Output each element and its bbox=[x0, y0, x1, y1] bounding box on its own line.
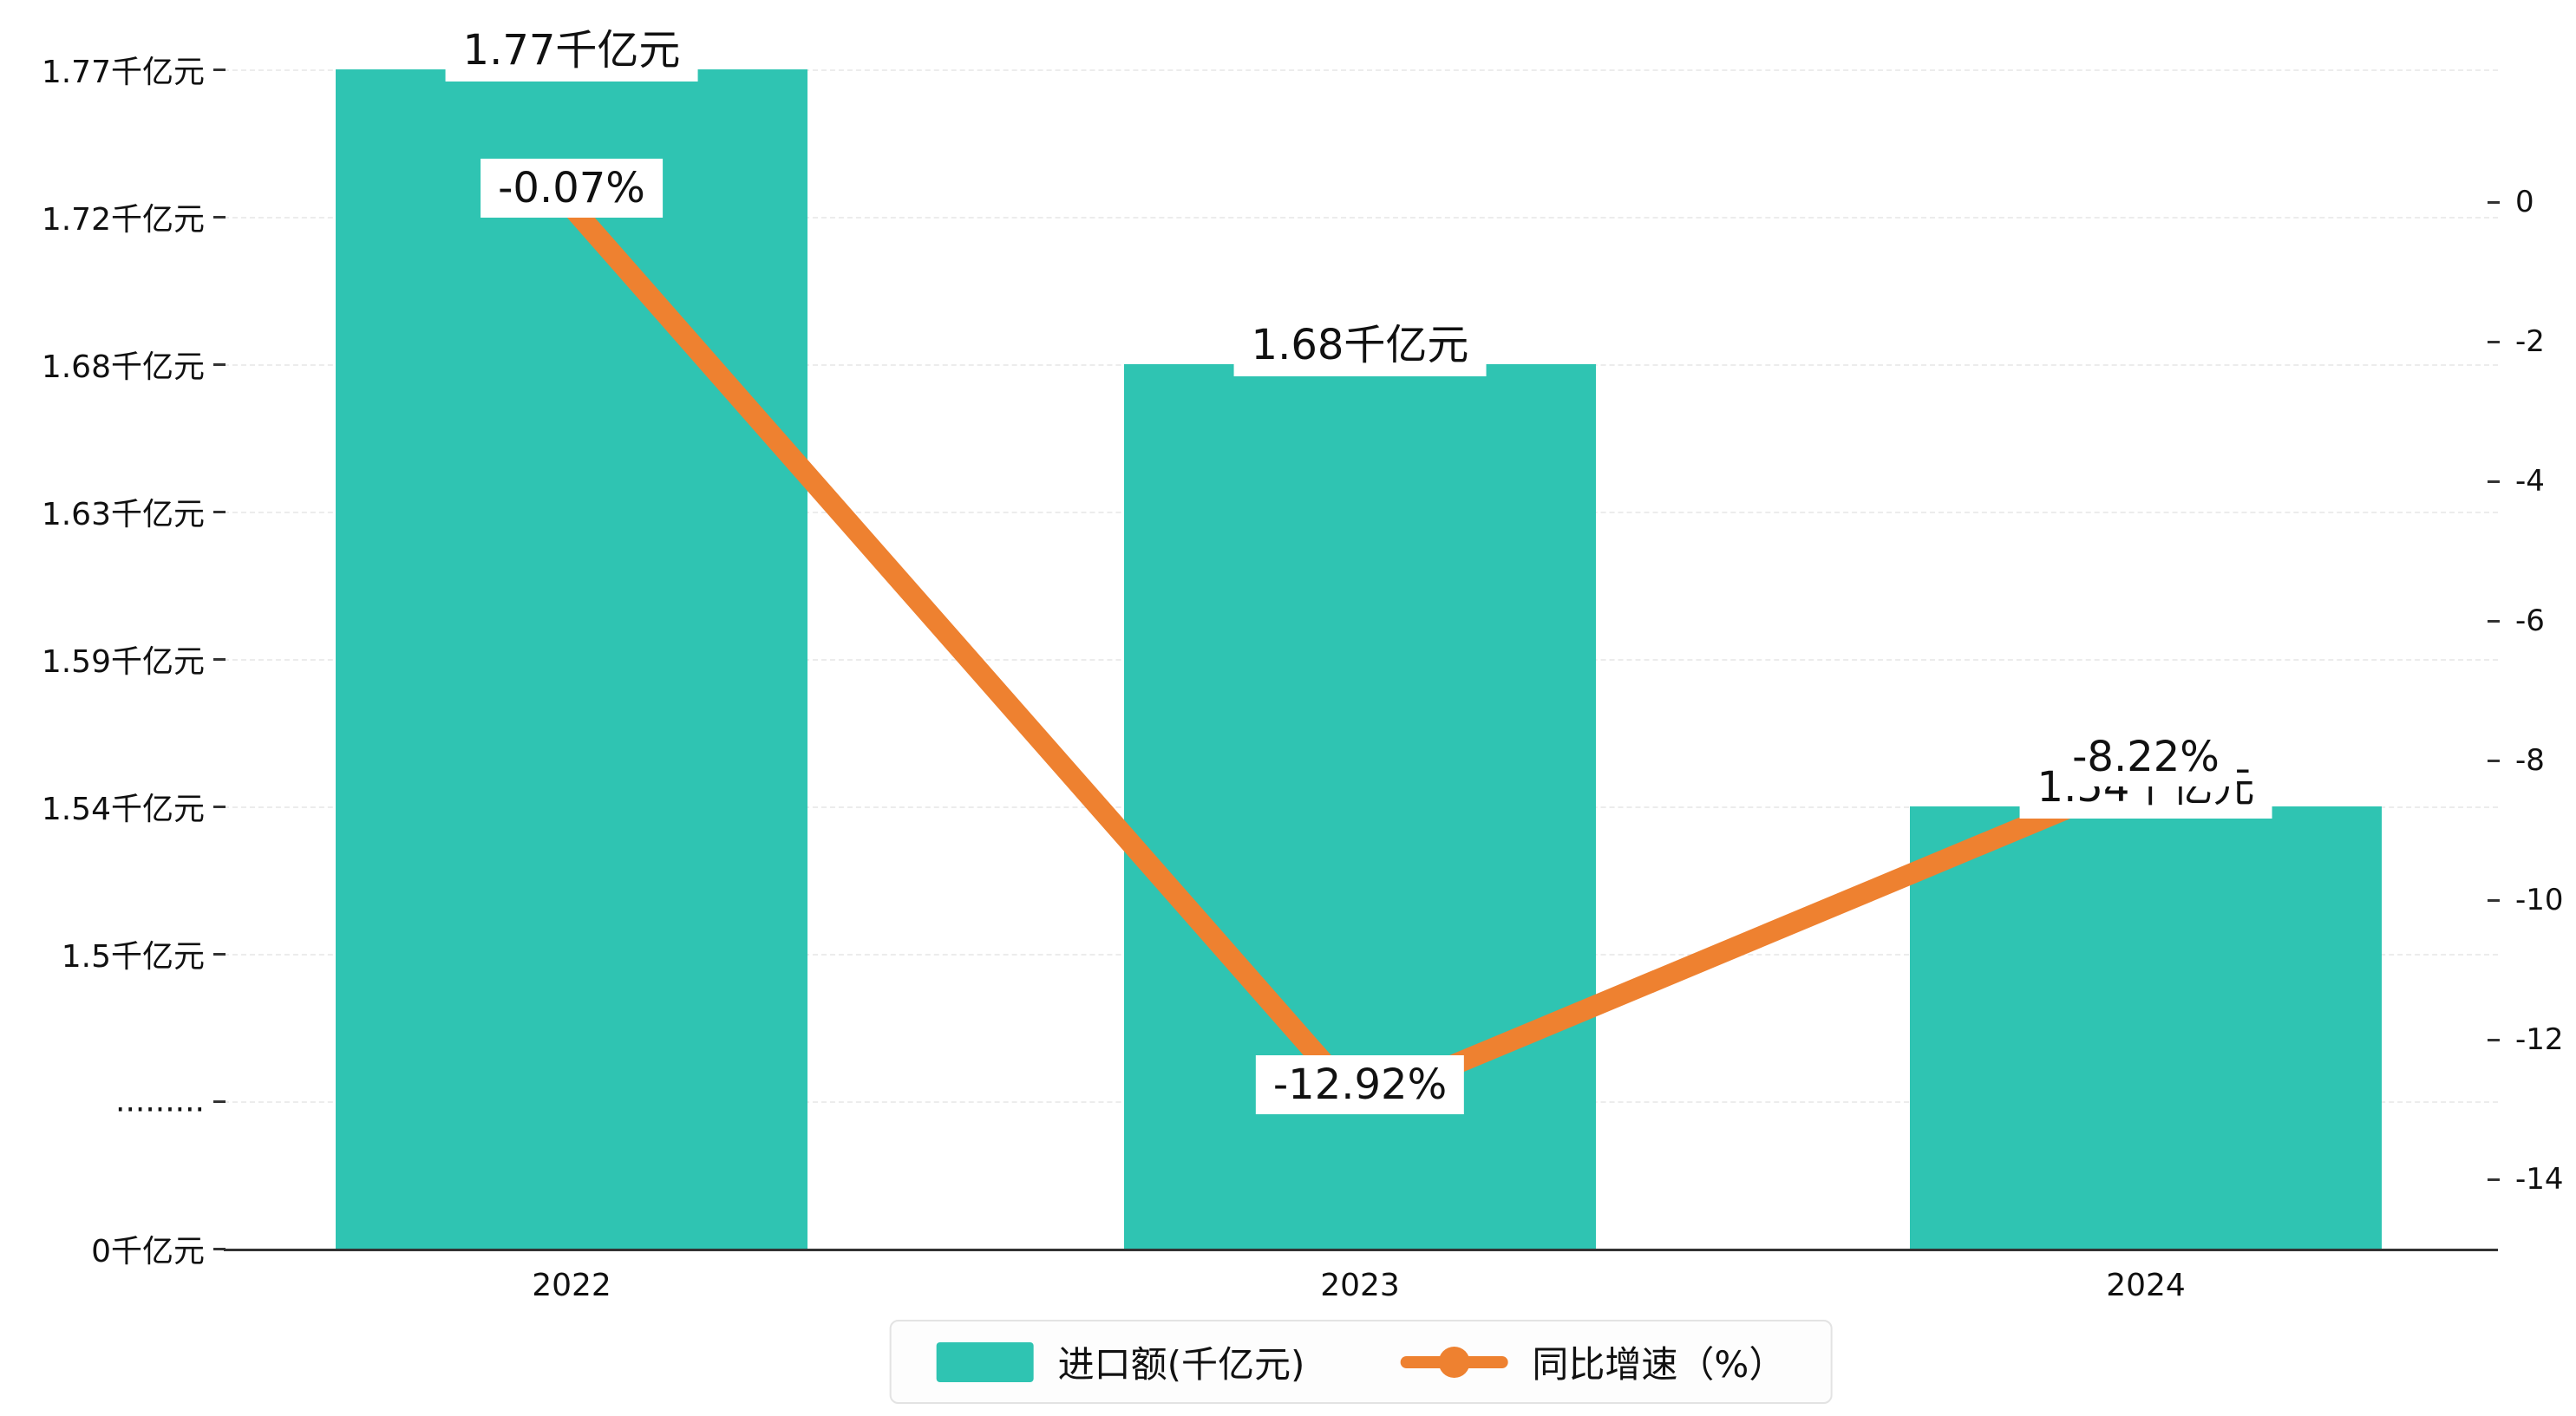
right-axis-tick-mark bbox=[2488, 340, 2500, 343]
gridline bbox=[224, 69, 2498, 71]
legend-item-line: 同比增速（%） bbox=[1400, 1335, 1785, 1388]
right-axis-tick-label: -10 bbox=[2515, 883, 2564, 917]
bar-2024 bbox=[1910, 806, 2382, 1250]
right-axis-tick-label: -8 bbox=[2515, 743, 2545, 778]
left-axis-tick-mark bbox=[213, 68, 226, 71]
right-axis-tick-mark bbox=[2488, 1178, 2500, 1181]
line-value-label-2022: -0.07% bbox=[481, 158, 663, 218]
legend-item-bar: 进口额(千亿元) bbox=[936, 1335, 1305, 1388]
right-axis-tick-label: -2 bbox=[2515, 324, 2545, 359]
left-axis-tick-mark bbox=[213, 952, 226, 956]
x-axis-line bbox=[224, 1249, 2498, 1251]
x-axis-label-2022: 2022 bbox=[532, 1268, 611, 1303]
legend: 进口额(千亿元) 同比增速（%） bbox=[889, 1320, 1833, 1404]
right-axis-tick-label: -12 bbox=[2515, 1022, 2564, 1057]
line-value-label-2023: -12.92% bbox=[1255, 1055, 1465, 1115]
right-axis-tick-label: -6 bbox=[2515, 604, 2545, 638]
left-axis-tick-label: 0千亿元 bbox=[91, 1234, 205, 1269]
x-axis-label-2023: 2023 bbox=[1320, 1268, 1400, 1303]
legend-item-label: 同比增速（%） bbox=[1532, 1343, 1786, 1386]
right-axis-tick-label: 0 bbox=[2515, 185, 2534, 219]
left-axis-tick-mark bbox=[213, 657, 226, 661]
line-value-label-2024: -8.22% bbox=[2055, 727, 2237, 786]
left-axis-tick-label: 1.54千亿元 bbox=[41, 792, 205, 827]
left-axis-tick-mark bbox=[213, 1100, 226, 1103]
left-axis-tick-label: 1.72千亿元 bbox=[41, 202, 205, 238]
left-axis-tick-label: 1.68千亿元 bbox=[41, 349, 205, 385]
legend-line-marker-icon bbox=[1400, 1342, 1508, 1382]
right-axis-tick-mark bbox=[2488, 200, 2500, 204]
left-axis-tick-label: 1.59千亿元 bbox=[41, 644, 205, 680]
left-axis-tick-mark bbox=[213, 215, 226, 219]
bar-2022 bbox=[336, 69, 807, 1250]
left-axis-tick-mark bbox=[213, 805, 226, 808]
right-axis-tick-mark bbox=[2488, 480, 2500, 483]
left-axis-tick-label: 1.63千亿元 bbox=[41, 497, 205, 532]
right-axis-tick-mark bbox=[2488, 898, 2500, 902]
right-axis-tick-label: -4 bbox=[2515, 464, 2545, 499]
bar-value-label-2022: 1.77千亿元 bbox=[445, 10, 698, 82]
left-axis-tick-label: ......... bbox=[115, 1083, 205, 1119]
left-axis-tick-label: 1.77千亿元 bbox=[41, 55, 205, 90]
x-axis-label-2024: 2024 bbox=[2106, 1268, 2186, 1303]
gridline bbox=[224, 217, 2498, 219]
bar-value-label-2023: 1.68千亿元 bbox=[1233, 305, 1487, 376]
legend-item-label: 进口额(千亿元) bbox=[1057, 1343, 1305, 1386]
right-axis-tick-mark bbox=[2488, 1038, 2500, 1041]
legend-line-dot bbox=[1438, 1346, 1470, 1378]
right-axis-tick-mark bbox=[2488, 759, 2500, 762]
left-axis-tick-mark bbox=[213, 510, 226, 513]
left-axis-tick-mark bbox=[213, 362, 226, 366]
left-axis-tick-mark bbox=[213, 1247, 226, 1250]
right-axis-tick-label: -14 bbox=[2515, 1162, 2564, 1197]
legend-bar-swatch-icon bbox=[936, 1341, 1034, 1382]
right-axis-tick-mark bbox=[2488, 619, 2500, 623]
left-axis-tick-label: 1.5千亿元 bbox=[61, 939, 205, 975]
